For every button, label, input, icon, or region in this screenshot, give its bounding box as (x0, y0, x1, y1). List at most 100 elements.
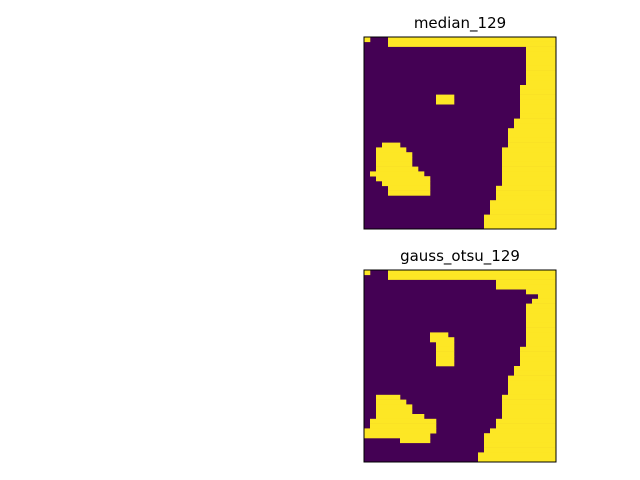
heatmap-cell-run (502, 152, 557, 158)
heatmap-cell-run (526, 289, 557, 295)
subplot-title-gauss-otsu: gauss_otsu_129 (400, 247, 520, 266)
subplot-median: median_129 (363, 14, 557, 230)
heatmap-cell-run (526, 80, 557, 86)
heatmap-cell-run (520, 99, 557, 105)
heatmap-cell-run (430, 337, 455, 343)
heatmap-cell-run (388, 190, 431, 196)
heatmap-cell-run (502, 171, 557, 177)
heatmap-cell-run (514, 366, 557, 372)
axes-frame-gauss-otsu (363, 269, 557, 463)
heatmap-cell-run (490, 428, 557, 434)
heatmap-cell-run (484, 433, 557, 439)
heatmap-cell-run (508, 380, 557, 386)
heatmap-cell-run (526, 70, 557, 76)
heatmap-cell-run (538, 294, 557, 300)
heatmap-cell-run (376, 161, 413, 167)
heatmap-cell-run (478, 457, 557, 463)
heatmap-cell-run (490, 205, 557, 211)
subplot-title-median: median_129 (414, 14, 506, 33)
heatmap-cell-run (400, 438, 431, 444)
heatmap-cell-run (520, 346, 557, 352)
heatmap-cell-run (370, 418, 437, 424)
heatmap-cell-run (520, 89, 557, 95)
heatmap-cell-run (364, 433, 431, 439)
heatmap-cell-run (436, 351, 455, 357)
heatmap-cell-run (496, 190, 557, 196)
heatmap-cell-run (376, 176, 431, 182)
heatmap-cell-run (496, 284, 557, 290)
heatmap-cell-run (436, 346, 455, 352)
heatmap-cell-run (526, 332, 557, 338)
heatmap-cell-run (502, 404, 557, 410)
heatmap-cell-run (484, 447, 557, 453)
heatmap-cell-run (508, 385, 557, 391)
heatmap-cell-run (526, 75, 557, 81)
heatmap-cell-run (502, 394, 557, 400)
heatmap-cell-run (502, 399, 557, 405)
heatmap-cell-run (526, 65, 557, 71)
heatmap-cell-run (484, 442, 557, 448)
heatmap-cell-run (376, 399, 407, 405)
heatmap-cell-run (508, 142, 557, 148)
heatmap-cell-run (376, 414, 425, 420)
heatmap-cell-run (514, 123, 557, 129)
heatmap-cell-run (388, 274, 557, 280)
heatmap-cell-run (496, 279, 557, 285)
heatmap-cell-run (376, 157, 413, 163)
heatmap-cell-run (376, 409, 413, 415)
heatmap-cell-run (520, 351, 557, 357)
heatmap-cell-run (496, 418, 557, 424)
heatmap-cell-run (490, 200, 557, 206)
heatmap-cell-run (436, 94, 455, 100)
heatmap-cell-run (526, 337, 557, 343)
heatmap-cell-run (364, 428, 437, 434)
heatmap-cell-run (364, 37, 371, 43)
heatmap-cell-run (484, 438, 557, 444)
heatmap-cell-run (388, 37, 557, 43)
heatmap-cell-run (388, 270, 557, 276)
heatmap-cell-run (526, 303, 557, 309)
heatmap-cell-run (376, 166, 419, 172)
heatmap-cell-run (430, 332, 449, 338)
heatmap-cell-run (520, 109, 557, 115)
heatmap-cell-run (526, 318, 557, 324)
heatmap-cell-run (370, 171, 425, 177)
heatmap-cell-run (526, 327, 557, 333)
heatmap-cell-run (388, 41, 557, 47)
heatmap-cell-run (388, 185, 431, 191)
heatmap-cell-run (526, 313, 557, 319)
heatmap-cell-run (502, 161, 557, 167)
heatmap-cell-run (376, 152, 413, 158)
subplot-gauss-otsu: gauss_otsu_129 (363, 247, 557, 463)
heatmap-cell-run (508, 375, 557, 381)
heatmap-cell-run (508, 133, 557, 139)
heatmap-cell-run (526, 56, 557, 62)
heatmap-cell-run (526, 51, 557, 57)
heatmap-cell-run (508, 390, 557, 396)
heatmap-cell-run (526, 61, 557, 67)
heatmap-cell-run (526, 342, 557, 348)
heatmap-cell-run (478, 452, 557, 458)
heatmap-cell-run (436, 342, 455, 348)
heatmap-cell-run (520, 356, 557, 362)
heatmap-cell-run (382, 181, 431, 187)
axes-frame-median (363, 36, 557, 230)
heatmap-cell-run (508, 128, 557, 134)
heatmap-cell-run (496, 185, 557, 191)
heatmap-cell-run (364, 270, 371, 276)
heatmap-median (364, 37, 557, 230)
heatmap-cell-run (520, 104, 557, 110)
heatmap-cell-run (532, 298, 557, 304)
heatmap-cell-run (484, 214, 557, 220)
heatmap-cell-run (376, 394, 401, 400)
heatmap-cell-run (514, 370, 557, 376)
heatmap-cell-run (436, 361, 455, 367)
heatmap-cell-run (508, 137, 557, 143)
heatmap-cell-run (502, 181, 557, 187)
heatmap-cell-run (526, 308, 557, 314)
heatmap-cell-run (376, 147, 407, 153)
heatmap-cell-run (490, 209, 557, 215)
heatmap-cell-run (502, 176, 557, 182)
heatmap-cell-run (502, 414, 557, 420)
